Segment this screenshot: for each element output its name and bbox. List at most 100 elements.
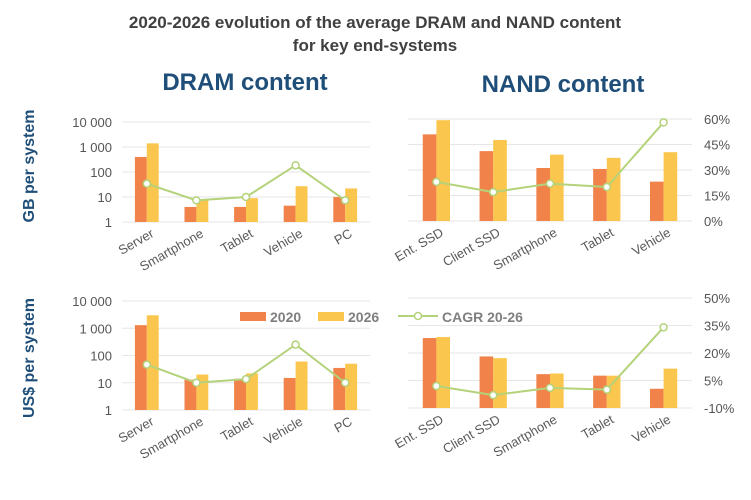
dram-gb-bar-2020 bbox=[333, 197, 346, 222]
y-axis-label-gb: GB per system bbox=[21, 110, 38, 223]
nand-usd-bar-2026 bbox=[436, 337, 451, 408]
dram-gb-x-tick-label: Vehicle bbox=[261, 226, 305, 260]
dram-usd-bar-2020 bbox=[234, 378, 246, 410]
dram-usd-bar-2026 bbox=[295, 361, 308, 410]
dram-usd-y-tick-label: 10 000 bbox=[72, 294, 112, 309]
dram-usd-y-tick-label: 1 000 bbox=[79, 321, 112, 336]
legend: 2020 2026 CAGR 20-26 bbox=[240, 309, 523, 325]
nand-usd-cagr-point bbox=[488, 390, 498, 400]
nand-gb-y2-tick-label: 0% bbox=[704, 214, 723, 229]
dram-gb-bar-2026 bbox=[345, 188, 358, 222]
chart-title-line-1: 2020-2026 evolution of the average DRAM … bbox=[129, 13, 622, 32]
y-axis-label-usd: US$ per system bbox=[21, 298, 38, 418]
nand-gb-bar-2020 bbox=[479, 151, 494, 221]
dram-usd-bar-2026 bbox=[345, 363, 358, 410]
dram-usd-cagr-point bbox=[192, 378, 201, 387]
nand-gb-x-tick-label: Ent. SSD bbox=[392, 225, 446, 265]
dram-usd-bar-2026 bbox=[246, 373, 258, 410]
nand-gb-x-tick-label: Tablet bbox=[579, 224, 617, 255]
dram-gb-bar-2026 bbox=[246, 198, 258, 222]
nand-usd-y2-tick-label: 5% bbox=[704, 374, 723, 389]
dram-gb-bar-2020 bbox=[184, 206, 197, 222]
dram-gb-y-tick-label: 10 000 bbox=[72, 115, 112, 130]
dram-usd-x-tick-label: Vehicle bbox=[261, 414, 305, 448]
nand-gb-cagr-point bbox=[432, 177, 441, 187]
nand-usd-bar-2020 bbox=[479, 356, 494, 408]
nand-usd-bar-2020 bbox=[593, 375, 607, 408]
nand-gb-bar-2020 bbox=[593, 168, 607, 221]
nand-usd-x-tick-label: Tablet bbox=[579, 411, 617, 442]
dram-usd-bar-2020 bbox=[134, 325, 147, 410]
dram-usd-y-tick-label: 10 bbox=[98, 376, 112, 391]
nand-gb-bar-2026 bbox=[493, 140, 507, 221]
nand-usd-x-tick-label: Vehicle bbox=[629, 412, 673, 446]
nand-gb-x-tick-label: Smartphone bbox=[491, 225, 560, 273]
legend-swatch-2020 bbox=[240, 312, 266, 321]
nand-usd-cagr-point bbox=[659, 323, 668, 332]
nand-gb-bar-2026 bbox=[663, 152, 678, 221]
dram-usd-bar-2020 bbox=[184, 379, 197, 410]
dram-usd-bar-2026 bbox=[146, 315, 159, 410]
dram-gb-cagr-point bbox=[340, 196, 350, 205]
dram-gb-y-tick-label: 100 bbox=[90, 165, 112, 180]
dram-gb-y-tick-label: 1 bbox=[105, 215, 112, 230]
dram-gb-y-tick-label: 10 bbox=[98, 190, 112, 205]
nand-gb-x-tick-label: Vehicle bbox=[629, 225, 673, 259]
chart-title-line-2: for key end-systems bbox=[293, 36, 457, 55]
legend-label-2020: 2020 bbox=[270, 309, 301, 325]
dram-usd-cagr-point bbox=[291, 340, 300, 349]
dram-gb-bar-2026 bbox=[196, 199, 209, 222]
nand-usd-bar-2020 bbox=[422, 338, 437, 408]
nand-usd-y2-tick-label: 50% bbox=[704, 291, 730, 306]
nand-gb-cagr-point bbox=[602, 182, 612, 192]
legend-label-cagr: CAGR 20-26 bbox=[442, 309, 523, 325]
nand-gb-y2-tick-label: 60% bbox=[704, 112, 730, 127]
nand-usd-x-tick-label: Ent. SSD bbox=[392, 412, 446, 452]
nand-gb-cagr-point bbox=[488, 187, 498, 197]
nand-usd-y2-tick-label: -10% bbox=[704, 401, 735, 416]
dram-usd-x-tick-label: PC bbox=[332, 414, 355, 436]
nand-usd-y2-tick-label: 35% bbox=[704, 319, 730, 334]
dram-gb-x-tick-label: PC bbox=[332, 226, 355, 248]
dram-usd-cagr-point bbox=[241, 374, 251, 384]
nand-gb-cagr-point bbox=[545, 179, 555, 188]
dram-usd-bar-2020 bbox=[283, 377, 296, 410]
nand-usd-cagr-point bbox=[432, 381, 441, 391]
dram-gb-cagr-point bbox=[142, 179, 152, 188]
nand-usd-bar-2020 bbox=[536, 374, 550, 408]
nand-usd-bar-2026 bbox=[606, 375, 621, 408]
nand-usd-bar-2026 bbox=[663, 368, 678, 408]
nand-gb-cagr-point bbox=[659, 118, 668, 127]
dram-gb-cagr-point bbox=[192, 196, 201, 205]
dram-usd-bar-2020 bbox=[333, 367, 346, 410]
dram-gb-cagr-point bbox=[241, 192, 251, 202]
legend-marker-cagr bbox=[413, 311, 423, 321]
dram-heading: DRAM content bbox=[162, 69, 327, 96]
dram-usd-y-tick-label: 100 bbox=[90, 349, 112, 364]
nand-gb-bar-2020 bbox=[649, 181, 664, 221]
dram-gb-bar-2020 bbox=[134, 156, 147, 222]
dram-usd-x-tick-label: Tablet bbox=[218, 413, 256, 444]
dram-gb-bar-2026 bbox=[146, 143, 159, 222]
nand-usd-bar-2020 bbox=[649, 388, 664, 408]
legend-label-2026: 2026 bbox=[348, 309, 379, 325]
dram-gb-cagr-point bbox=[291, 161, 300, 170]
nand-usd-bar-2026 bbox=[550, 373, 564, 408]
nand-gb-bar-2026 bbox=[606, 157, 621, 221]
dram-gb-bar-2020 bbox=[283, 205, 296, 222]
nand-usd-y2-tick-label: 20% bbox=[704, 346, 730, 361]
nand-gb-y2-tick-label: 15% bbox=[704, 189, 730, 204]
nand-gb-bar-2020 bbox=[422, 134, 437, 221]
dram-usd-y-tick-label: 1 bbox=[105, 403, 112, 418]
dram-gb-y-tick-label: 1 000 bbox=[79, 140, 112, 155]
nand-gb-bar-2026 bbox=[550, 154, 564, 221]
nand-heading: NAND content bbox=[482, 71, 645, 98]
dram-gb-x-tick-label: Tablet bbox=[218, 225, 256, 256]
dram-gb-bar-2026 bbox=[295, 186, 308, 222]
dram-usd-bar-2026 bbox=[196, 374, 209, 410]
dram-usd-cagr-point bbox=[142, 360, 152, 369]
nand-usd-cagr-point bbox=[545, 383, 555, 393]
dram-usd-cagr-point bbox=[340, 378, 350, 387]
